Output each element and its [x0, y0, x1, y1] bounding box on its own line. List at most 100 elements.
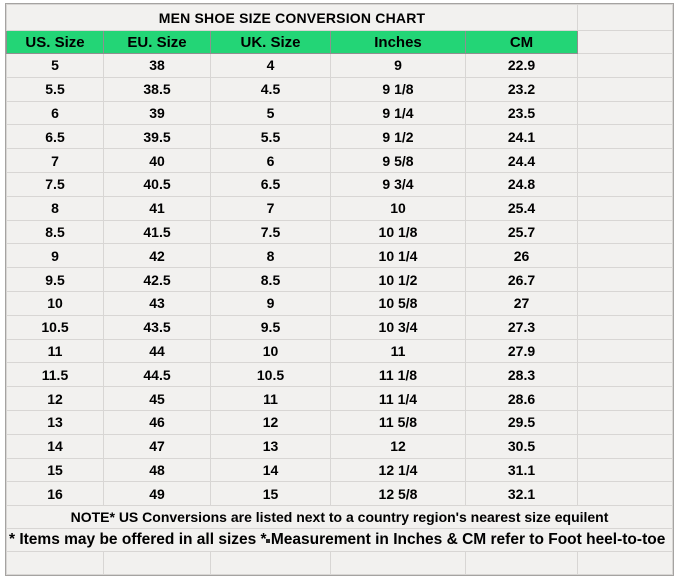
- empty-column-cell: [577, 243, 674, 269]
- cell: 8.5: [210, 267, 331, 292]
- cell: 7: [6, 148, 104, 173]
- note-row-1: NOTE* US Conversions are listed next to …: [5, 505, 674, 530]
- cell: 9.5: [210, 314, 331, 340]
- cell: 27.3: [464, 314, 579, 340]
- cell: 11 1/4: [330, 386, 466, 411]
- empty-cell: [103, 551, 211, 576]
- cell: 49: [103, 481, 211, 507]
- empty-cell: [577, 551, 674, 576]
- empty-column-cell: [577, 409, 674, 435]
- table-body: 5 38 4 9 22.9 5.5 38.5 4.5 9 1/8 23.2 6 39 5 9 1/4 23.…: [6, 53, 674, 507]
- cell: 9 1/2: [330, 124, 466, 150]
- empty-column-cell: [577, 76, 674, 102]
- table-row: 7.5 40.5 6.5 9 3/4 24.8: [6, 171, 674, 197]
- cell: 14: [210, 457, 331, 483]
- cell: 4.5: [210, 76, 331, 102]
- table-row: 6 39 5 9 1/4 23.5: [6, 100, 674, 126]
- cell: 16: [6, 481, 104, 507]
- cell: 41.5: [103, 219, 211, 245]
- cell: 38.5: [103, 76, 211, 102]
- cell: 5: [210, 100, 331, 126]
- table-row: 5.5 38.5 4.5 9 1/8 23.2: [6, 76, 674, 102]
- table-row: 8 41 7 10 25.4: [6, 195, 674, 221]
- empty-column-cell: [577, 148, 674, 173]
- cell: 46: [103, 409, 211, 435]
- cell: 9.5: [6, 267, 104, 292]
- cell: 11: [6, 338, 104, 364]
- cell: 42.5: [103, 267, 211, 292]
- column-header-eu-size: EU. Size: [103, 30, 211, 54]
- cell: 26: [464, 243, 579, 269]
- cell: 12 5/8: [330, 481, 466, 507]
- column-header-inches: Inches: [330, 30, 466, 54]
- cell: 44: [103, 338, 211, 364]
- cell: 25.7: [464, 219, 579, 245]
- cell: 6.5: [210, 171, 331, 197]
- cell: 9 1/8: [330, 76, 466, 102]
- cell: 39: [103, 100, 211, 126]
- cell: 9 1/4: [330, 100, 466, 126]
- cell: 11 5/8: [330, 409, 466, 435]
- cell: 13: [210, 433, 331, 459]
- cell: 39.5: [103, 124, 211, 150]
- note-row-2: * Items may be offered in all sizes * Me…: [5, 528, 674, 553]
- cell: 38: [103, 53, 211, 78]
- empty-cell: [210, 551, 331, 576]
- cell: 7.5: [210, 219, 331, 245]
- cell: 10 1/2: [330, 267, 466, 292]
- empty-column-cell: [577, 314, 674, 340]
- cell: 24.4: [464, 148, 579, 173]
- cell: 9: [330, 53, 466, 78]
- cell: 10 1/8: [330, 219, 466, 245]
- empty-column-cell: [577, 171, 674, 197]
- cell: 24.8: [464, 171, 579, 197]
- cell: 9 5/8: [330, 148, 466, 173]
- cell: 10 1/4: [330, 243, 466, 269]
- table-row: 15 48 14 12 1/4 31.1: [6, 457, 674, 483]
- cell: 5.5: [6, 76, 104, 102]
- table-row: 14 47 13 12 30.5: [6, 433, 674, 459]
- empty-corner-cell: [577, 4, 674, 31]
- cell: 42: [103, 243, 211, 269]
- table-row: 9 42 8 10 1/4 26: [6, 243, 674, 269]
- cell: 28.6: [464, 386, 579, 411]
- cell: 11: [210, 386, 331, 411]
- cell: 26.7: [464, 267, 579, 292]
- note-text-2: * Items may be offered in all sizes * Me…: [5, 528, 674, 553]
- table-row: 7 40 6 9 5/8 24.4: [6, 148, 674, 173]
- cell: 10: [6, 290, 104, 316]
- table-row: 11 44 10 11 27.9: [6, 338, 674, 364]
- table-header-row: US. Size EU. Size UK. Size Inches CM: [6, 30, 674, 54]
- cell: 12: [210, 409, 331, 435]
- chart-title: MEN SHOE SIZE CONVERSION CHART: [5, 4, 579, 31]
- cell: 40.5: [103, 171, 211, 197]
- cell: 7: [210, 195, 331, 221]
- table-row: 8.5 41.5 7.5 10 1/8 25.7: [6, 219, 674, 245]
- table-row: 10.5 43.5 9.5 10 3/4 27.3: [6, 314, 674, 340]
- cell: 23.2: [464, 76, 579, 102]
- cell: 14: [6, 433, 104, 459]
- cell: 8.5: [6, 219, 104, 245]
- column-header-uk-size: UK. Size: [210, 30, 331, 54]
- cell: 43: [103, 290, 211, 316]
- cell: 11: [330, 338, 466, 364]
- cell: 10 3/4: [330, 314, 466, 340]
- cell: 47: [103, 433, 211, 459]
- empty-cell: [464, 551, 579, 576]
- cell: 10.5: [6, 314, 104, 340]
- empty-cell: [330, 551, 466, 576]
- cell: 5.5: [210, 124, 331, 150]
- cell: 12: [6, 386, 104, 411]
- cell: 43.5: [103, 314, 211, 340]
- table-row: 16 49 15 12 5/8 32.1: [6, 481, 674, 507]
- cell: 10: [210, 338, 331, 364]
- cell: 8: [6, 195, 104, 221]
- cell: 6: [210, 148, 331, 173]
- cell: 7.5: [6, 171, 104, 197]
- cell: 5: [6, 53, 104, 78]
- conversion-chart-table: MEN SHOE SIZE CONVERSION CHART US. Size E…: [5, 4, 674, 576]
- title-row: MEN SHOE SIZE CONVERSION CHART: [5, 4, 674, 31]
- cell: 12 1/4: [330, 457, 466, 483]
- empty-column-cell: [577, 195, 674, 221]
- cell: 4: [210, 53, 331, 78]
